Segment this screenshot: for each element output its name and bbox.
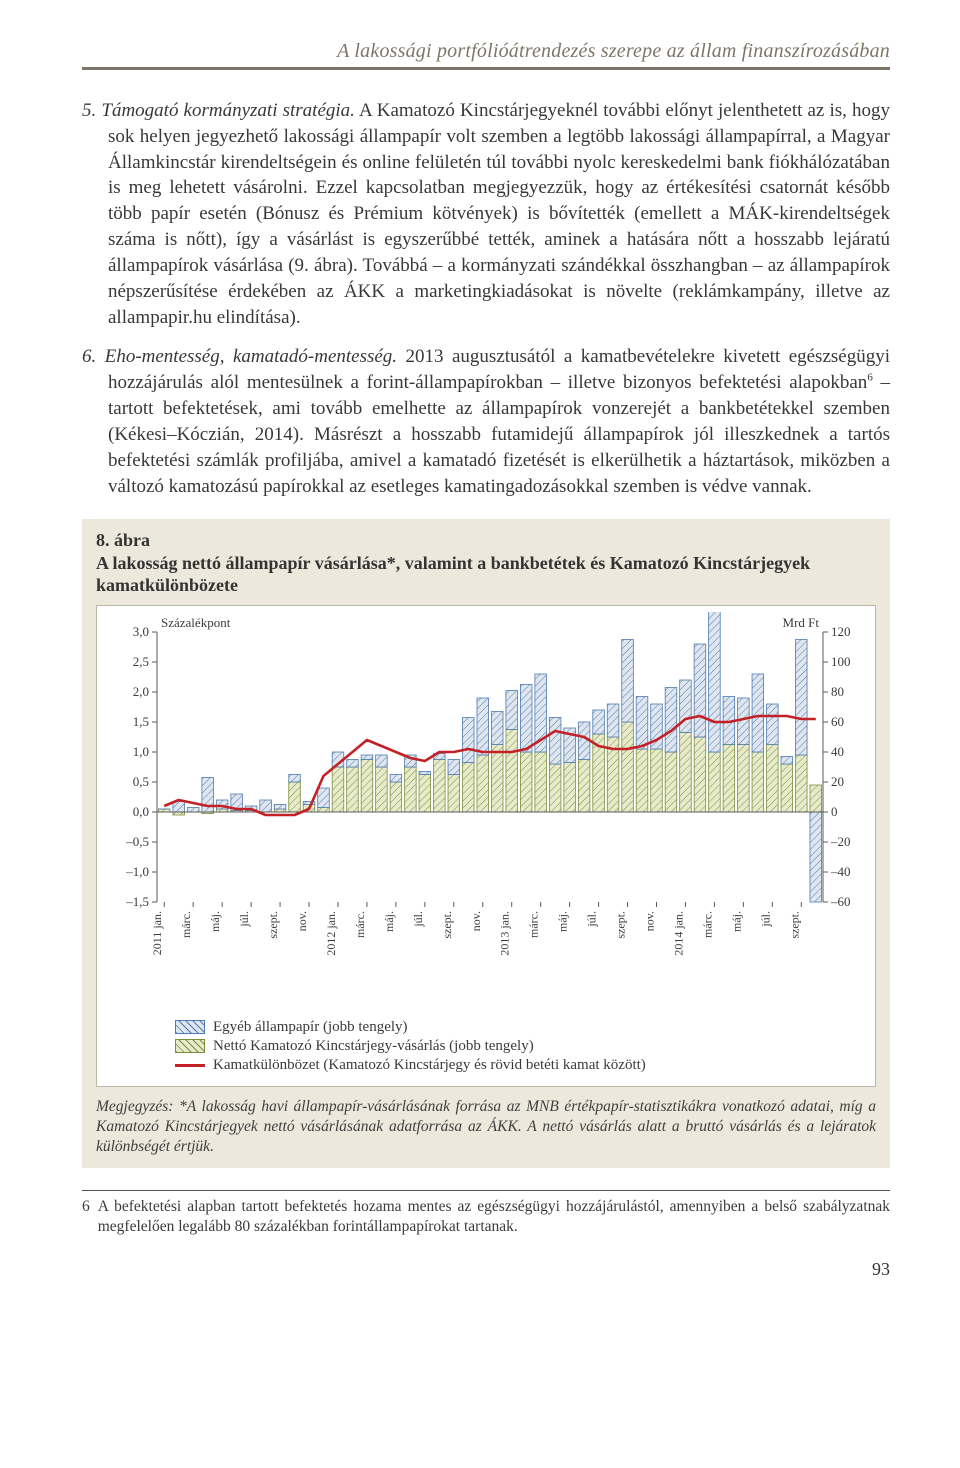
legend-item-blue: Egyéb állampapír (jobb tengely) xyxy=(175,1019,867,1036)
svg-text:szept.: szept. xyxy=(614,911,628,939)
list-lead-5: Támogató kormányzati stratégia. xyxy=(101,100,355,121)
legend-item-line: Kamatkülönbözet (Kamatozó Kincstárjegy é… xyxy=(175,1057,867,1074)
svg-text:júl.: júl. xyxy=(237,911,251,928)
page-number: 93 xyxy=(82,1259,890,1280)
svg-text:2013 jan.: 2013 jan. xyxy=(498,911,512,956)
list-item-6: 6. Eho-mentesség, kamatadó-mentesség. 20… xyxy=(82,344,890,499)
figure-number: 8. ábra xyxy=(96,529,876,552)
svg-text:100: 100 xyxy=(831,654,851,669)
svg-text:Százalékpont: Százalékpont xyxy=(161,615,231,630)
svg-text:máj.: máj. xyxy=(208,911,222,932)
svg-text:–0,5: –0,5 xyxy=(125,834,149,849)
figure-8: 8. ábra A lakosság nettó állampapír vásá… xyxy=(82,519,890,1168)
figure-note: Megjegyzés: *A lakosság havi állampapír-… xyxy=(82,1087,890,1156)
svg-text:40: 40 xyxy=(831,744,844,759)
footnote-text: A befektetési alapban tartott befektetés… xyxy=(98,1197,890,1237)
legend-label-line: Kamatkülönbözet (Kamatozó Kincstárjegy é… xyxy=(213,1057,646,1074)
legend-label-blue: Egyéb állampapír (jobb tengely) xyxy=(213,1019,408,1036)
list-number-5: 5. xyxy=(82,100,101,121)
figure-heading: 8. ábra A lakosság nettó állampapír vásá… xyxy=(82,519,890,605)
svg-text:0,5: 0,5 xyxy=(133,774,149,789)
svg-text:2,0: 2,0 xyxy=(133,684,149,699)
footnote-number: 6 xyxy=(82,1197,90,1237)
svg-text:nov.: nov. xyxy=(469,911,483,931)
list-item-5: 5. Támogató kormányzati stratégia. A Kam… xyxy=(82,98,890,330)
svg-text:márc.: márc. xyxy=(353,911,367,938)
svg-text:2012 jan.: 2012 jan. xyxy=(324,911,338,956)
svg-text:60: 60 xyxy=(831,714,844,729)
legend-label-green: Nettó Kamatozó Kincstárjegy-vásárlás (jo… xyxy=(213,1038,534,1055)
legend-swatch-blue xyxy=(175,1020,205,1034)
para5-body: A Kamatozó Kincstárjegyeknél további elő… xyxy=(108,100,890,328)
svg-text:–1,5: –1,5 xyxy=(125,894,149,909)
svg-text:szept.: szept. xyxy=(266,911,280,939)
footnote-rule xyxy=(82,1190,890,1191)
svg-text:márc.: márc. xyxy=(179,911,193,938)
svg-text:2014 jan.: 2014 jan. xyxy=(671,911,685,956)
svg-text:nov.: nov. xyxy=(643,911,657,931)
svg-text:szept.: szept. xyxy=(787,911,801,939)
chart-container: 3,0 2,5 2,0 1,5 1,0 0,5 0,0 –0,5 –1,0 –1,5 120 100 8… xyxy=(96,605,876,1087)
svg-text:1,5: 1,5 xyxy=(133,714,149,729)
chart-legend: Egyéb állampapír (jobb tengely) Nettó Ka… xyxy=(175,1019,867,1074)
svg-text:márc.: márc. xyxy=(527,911,541,938)
svg-text:80: 80 xyxy=(831,684,844,699)
svg-text:szept.: szept. xyxy=(440,911,454,939)
list-lead-6: Eho-mentesség, kamatadó-mentesség. xyxy=(105,346,397,367)
legend-swatch-green xyxy=(175,1039,205,1053)
list-number-6: 6. xyxy=(82,346,105,367)
svg-text:0: 0 xyxy=(831,804,838,819)
svg-text:1,0: 1,0 xyxy=(133,744,149,759)
svg-text:júl.: júl. xyxy=(411,911,425,928)
svg-text:3,0: 3,0 xyxy=(133,624,149,639)
svg-text:máj.: máj. xyxy=(729,911,743,932)
svg-text:–1,0: –1,0 xyxy=(125,864,149,879)
figure-title: A lakosság nettó állampapír vásárlása*, … xyxy=(96,553,810,596)
svg-text:júl.: júl. xyxy=(758,911,772,928)
svg-text:20: 20 xyxy=(831,774,844,789)
svg-text:júl.: júl. xyxy=(585,911,599,928)
legend-swatch-line xyxy=(175,1064,205,1067)
chart-svg: 3,0 2,5 2,0 1,5 1,0 0,5 0,0 –0,5 –1,0 –1,5 120 100 8… xyxy=(107,612,867,1002)
svg-text:2,5: 2,5 xyxy=(133,654,149,669)
svg-text:–60: –60 xyxy=(830,894,851,909)
legend-item-green: Nettó Kamatozó Kincstárjegy-vásárlás (jo… xyxy=(175,1038,867,1055)
svg-text:máj.: máj. xyxy=(382,911,396,932)
footnote-6: 6 A befektetési alapban tartott befektet… xyxy=(82,1197,890,1237)
svg-text:–40: –40 xyxy=(830,864,851,879)
svg-text:0,0: 0,0 xyxy=(133,804,149,819)
running-head: A lakossági portfólióátrendezés szerepe … xyxy=(82,40,890,70)
svg-text:máj.: máj. xyxy=(556,911,570,932)
svg-text:márc.: márc. xyxy=(700,911,714,938)
svg-text:nov.: nov. xyxy=(295,911,309,931)
svg-text:2011 jan.: 2011 jan. xyxy=(150,911,164,955)
svg-text:120: 120 xyxy=(831,624,851,639)
svg-text:Mrd Ft: Mrd Ft xyxy=(783,615,820,630)
svg-text:–20: –20 xyxy=(830,834,851,849)
